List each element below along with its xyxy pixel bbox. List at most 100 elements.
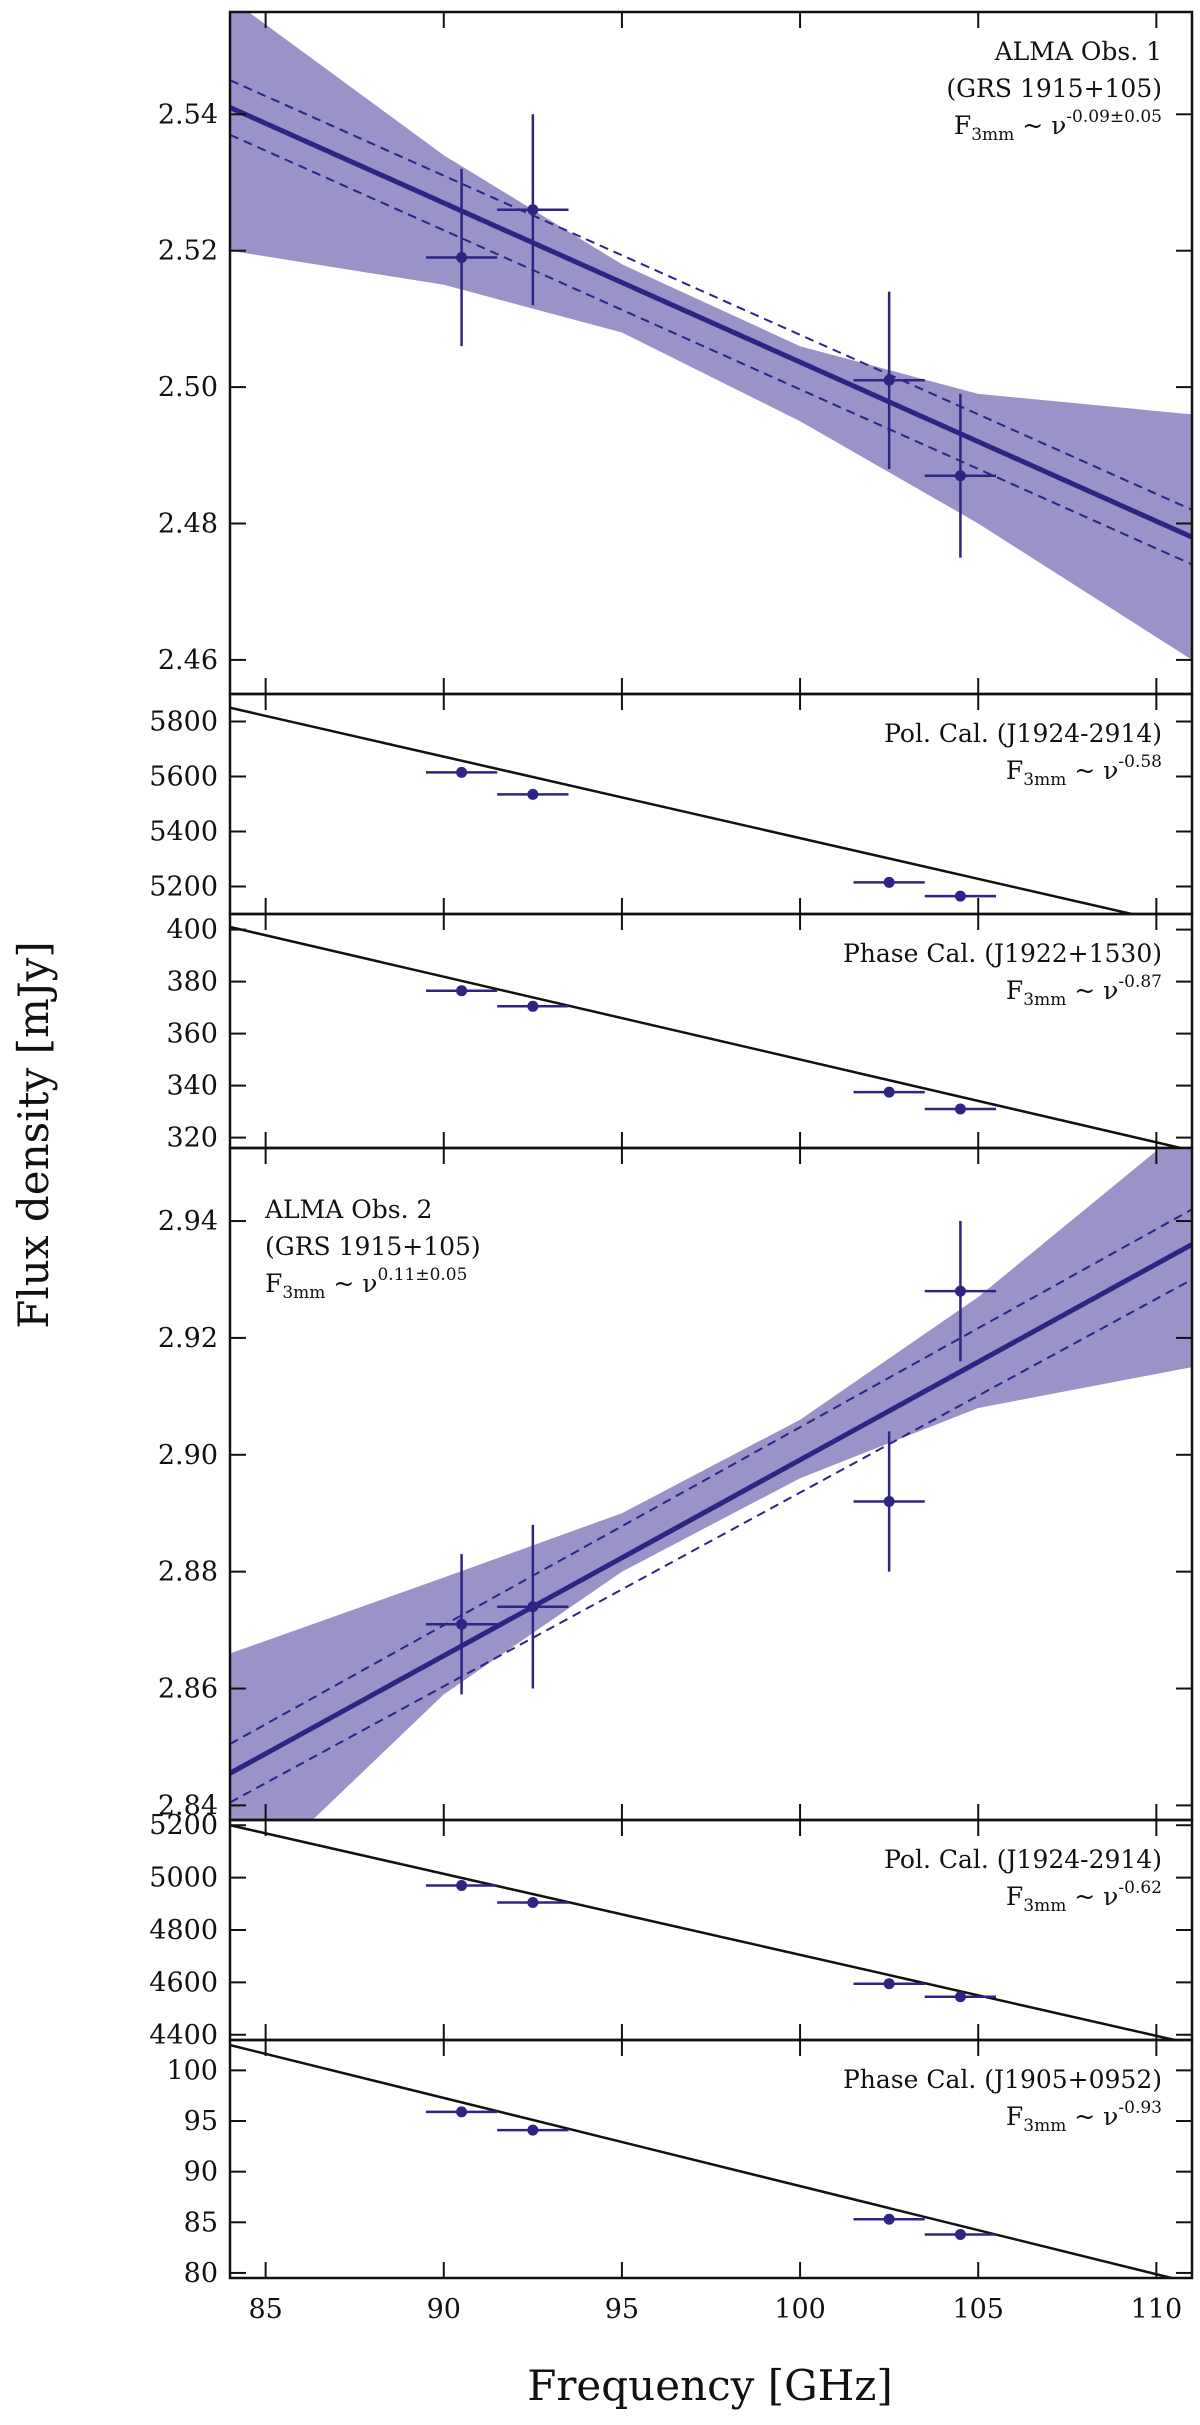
fit-line (230, 105, 1192, 540)
data-marker (527, 1000, 539, 1012)
data-point-2 (497, 788, 569, 800)
fit-confidence-upper (230, 1208, 1192, 1745)
panel-label-line-1: Phase Cal. (J1922+1530) (843, 939, 1162, 968)
fit-line (230, 2043, 1177, 2278)
y-tick-label: 80 (184, 2258, 218, 2289)
spectral-index: -0.87 (1118, 972, 1162, 992)
data-marker (527, 204, 539, 216)
y-tick-label: 2.54 (158, 99, 218, 130)
uncertainty-band (230, 1148, 1192, 1820)
fit-line (230, 925, 1187, 1148)
panel-label-line-1: ALMA Obs. 1 (994, 37, 1162, 66)
data-marker (456, 2106, 468, 2118)
data-point-1 (425, 1554, 498, 1695)
panel-label-line-1: Phase Cal. (J1905+0952) (843, 2065, 1162, 2094)
data-point-1 (425, 168, 498, 347)
flux-symbol: F (1006, 756, 1023, 785)
y-tick-label: 320 (166, 1123, 218, 1154)
data-point-4 (924, 393, 997, 558)
panel-3: 320 340 360 380 400 Phase Cal. (J1922+1530) F3… (166, 912, 1194, 1154)
data-point-2 (497, 1524, 569, 1689)
data-marker (883, 1978, 895, 1990)
flux-subscript: 3mm (971, 125, 1014, 145)
panel-6: 80 85 90 95 100 Phase Cal. (J1905+0952) F3mm ~… (166, 2038, 1194, 2289)
x-tick-label: 110 (1131, 2294, 1183, 2325)
x-tick-label: 95 (605, 2294, 639, 2325)
data-marker (954, 470, 966, 482)
y-tick-label: 5000 (149, 1863, 218, 1894)
data-marker (954, 1103, 966, 1115)
x-tick-label: 90 (427, 2294, 461, 2325)
y-tick-label: 340 (166, 1071, 218, 1102)
y-axis-title: Flux density [mJy] (9, 941, 58, 1329)
panel-plot-area (230, 1148, 1192, 1820)
data-marker (954, 890, 966, 902)
panel-label-line-1: Pol. Cal. (J1924-2914) (884, 719, 1162, 748)
panel-label-line-2: (GRS 1915+105) (946, 74, 1162, 103)
data-point-3 (853, 876, 925, 888)
spectral-index: -0.93 (1118, 2098, 1162, 2118)
spectral-index-label: F3mm ~ ν-0.62 (1006, 1878, 1162, 1916)
panel-plot-area (230, 706, 1138, 914)
data-point-1 (425, 2106, 498, 2118)
data-marker (883, 374, 895, 386)
data-point-3 (853, 2213, 925, 2225)
data-marker (456, 1618, 468, 1630)
y-tick-label: 2.52 (158, 236, 218, 267)
y-tick-label: 2.48 (158, 509, 218, 540)
data-point-4 (924, 2228, 997, 2240)
y-tick-label: 4800 (149, 1915, 218, 1946)
spectral-index-label: F3mm ~ ν0.11±0.05 (265, 1265, 467, 1303)
y-tick-label: 380 (166, 967, 218, 998)
y-tick-label: 2.88 (158, 1557, 218, 1588)
data-point-3 (853, 1978, 925, 1990)
uncertainty-band (230, 12, 1192, 660)
spectral-index: -0.62 (1118, 1878, 1162, 1898)
data-point-2 (497, 1000, 569, 1012)
y-tick-label: 2.50 (158, 372, 218, 403)
data-point-4 (924, 890, 997, 902)
spectral-index-label: F3mm ~ ν-0.87 (1006, 972, 1162, 1010)
y-tick-label: 2.46 (158, 645, 218, 676)
panel-5: 4400 4600 4800 5000 5200 Pol. Cal. (J1924-291… (149, 1810, 1194, 2051)
data-marker (456, 1879, 468, 1891)
fit-line (230, 1824, 1181, 2040)
spectral-index: -0.09±0.05 (1066, 107, 1162, 127)
data-point-1 (425, 1879, 498, 1891)
y-tick-label: 100 (166, 2055, 218, 2086)
y-tick-label: 85 (184, 2207, 218, 2238)
proportional-to: ~ ν (1014, 111, 1066, 140)
fit-line (230, 1242, 1192, 1776)
y-tick-label: 2.92 (158, 1323, 218, 1354)
y-tick-label: 2.94 (158, 1206, 218, 1237)
fit-confidence-lower (230, 1278, 1192, 1804)
flux-symbol: F (1006, 1882, 1023, 1911)
x-tick-label: 105 (952, 2294, 1004, 2325)
data-marker (883, 1086, 895, 1098)
panel-frame (228, 2038, 1194, 2280)
data-point-1 (425, 766, 498, 778)
data-point-4 (924, 1221, 997, 1362)
data-marker (527, 2124, 539, 2136)
y-tick-label: 5600 (149, 762, 218, 793)
y-tick-label: 4400 (149, 2020, 218, 2051)
panel-label-line-1: Pol. Cal. (J1924-2914) (884, 1845, 1162, 1874)
y-tick-label: 5200 (149, 872, 218, 903)
y-tick-label: 95 (184, 2106, 218, 2137)
y-tick-label: 5800 (149, 707, 218, 738)
panel-plot-area (230, 925, 1187, 1148)
flux-subscript: 3mm (1023, 990, 1066, 1010)
panel-plot-area (230, 1824, 1181, 2040)
data-marker (954, 1285, 966, 1297)
data-marker (456, 985, 468, 997)
data-point-2 (497, 114, 569, 306)
data-point-1 (425, 985, 498, 997)
data-marker (883, 876, 895, 888)
x-tick-label: 100 (774, 2294, 826, 2325)
panel-2: 5200 5400 5600 5800 Pol. Cal. (J1924-2914) F3… (149, 692, 1194, 916)
flux-subscript: 3mm (1023, 1896, 1066, 1916)
spectral-index: -0.58 (1118, 752, 1162, 772)
y-tick-label: 400 (166, 915, 218, 946)
data-point-2 (497, 1897, 569, 1908)
